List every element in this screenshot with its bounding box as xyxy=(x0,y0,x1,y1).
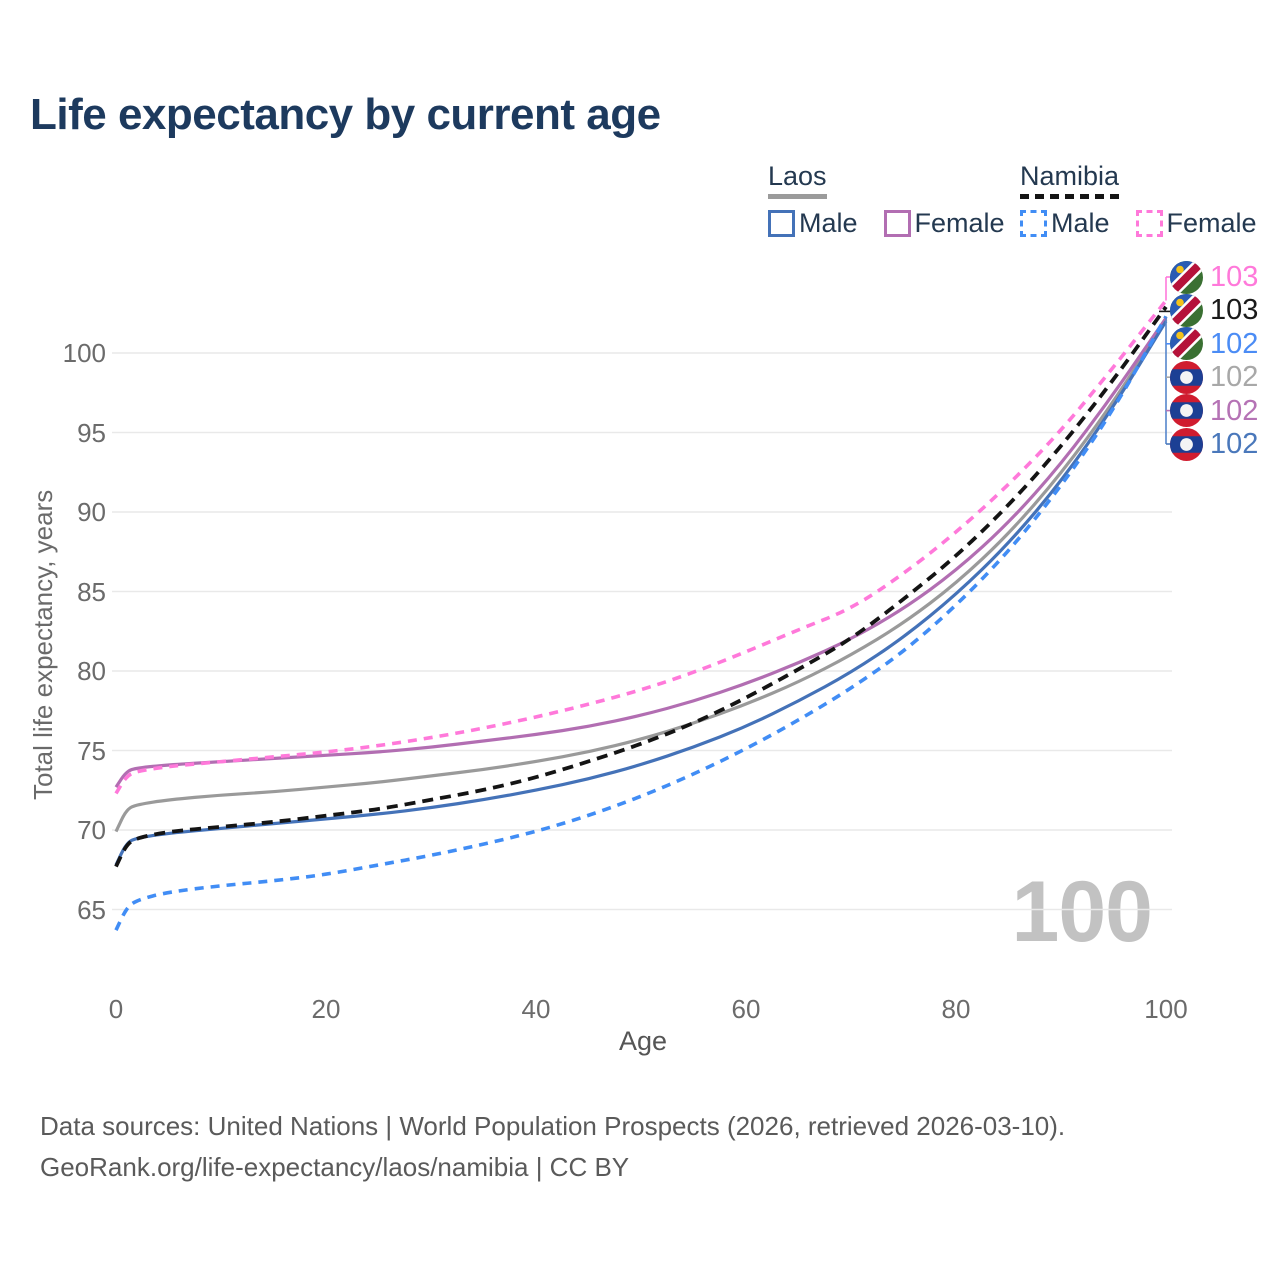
x-tick-label-40: 40 xyxy=(521,994,551,1024)
end-value: 103 xyxy=(1210,294,1259,327)
x-tick-label-20: 20 xyxy=(311,994,341,1024)
namibia-female-swatch xyxy=(1135,210,1163,237)
series-line-namibia-female[interactable] xyxy=(114,299,1168,795)
x-tick-label-60: 60 xyxy=(731,994,761,1024)
series-line-laos[interactable] xyxy=(114,318,1168,833)
y-tick-label-70: 70 xyxy=(77,815,106,845)
end-value: 103 xyxy=(1210,261,1259,293)
attribution-line: GeoRank.org/life-expectancy/laos/namibia… xyxy=(40,1152,630,1182)
end-label-row-namibia-male: 102 xyxy=(1170,327,1258,361)
page-title: Life expectancy by current age xyxy=(30,90,661,139)
y-tick-label-75: 75 xyxy=(77,735,106,766)
laos-flag-icon xyxy=(1170,361,1203,394)
y-tick-label-100: 100 xyxy=(62,338,106,368)
legend-laos-items: Male Female xyxy=(768,208,1005,239)
x-tick-label-0: 0 xyxy=(108,994,124,1024)
gridlines xyxy=(112,352,1172,911)
end-label-row-laos-female: 102 xyxy=(1170,394,1258,428)
end-label-row-namibia-female: 103 xyxy=(1170,260,1258,294)
series-line-namibia-male[interactable] xyxy=(114,315,1168,931)
laos-flag-icon xyxy=(1170,394,1203,427)
end-value: 102 xyxy=(1210,428,1259,460)
series-line-namibia[interactable] xyxy=(114,305,1168,868)
legend-laos-title[interactable]: Laos xyxy=(768,161,827,199)
laos-solid-line-swatch xyxy=(768,194,827,199)
y-tick-label-90: 90 xyxy=(77,497,106,527)
footer: Data sources: United Nations | World Pop… xyxy=(40,1106,1065,1188)
legend-namibia-female[interactable]: Female xyxy=(1135,208,1257,239)
y-tick-label-85: 85 xyxy=(77,576,106,607)
legend-laos-female[interactable]: Female xyxy=(883,208,1005,239)
age-watermark: 100 xyxy=(1011,864,1154,960)
x-tick-label-80: 80 xyxy=(941,994,971,1024)
legend-namibia-male[interactable]: Male xyxy=(1020,208,1110,239)
y-tick-label-65: 65 xyxy=(77,894,106,925)
end-value: 102 xyxy=(1210,361,1259,394)
x-axis-title: Age xyxy=(618,1026,668,1056)
namibia-flag-icon xyxy=(1170,261,1203,294)
laos-flag-icon xyxy=(1170,428,1203,461)
end-label-row-namibia: 103 xyxy=(1170,293,1258,327)
data-source-line: Data sources: United Nations | World Pop… xyxy=(40,1111,1066,1141)
namibia-flag-icon xyxy=(1170,327,1203,360)
legend-namibia-female-label: Female xyxy=(1166,208,1257,238)
laos-female-swatch xyxy=(883,210,911,237)
y-axis-title: Total life expectancy, years xyxy=(28,489,58,801)
namibia-male-swatch xyxy=(1020,210,1047,237)
end-label-row-laos: 102 xyxy=(1170,360,1258,394)
end-value: 102 xyxy=(1210,394,1259,427)
x-tick-label-100: 100 xyxy=(1144,994,1188,1024)
legend-laos-male[interactable]: Male xyxy=(768,208,858,239)
end-value: 102 xyxy=(1210,327,1259,360)
namibia-flag-icon xyxy=(1170,294,1203,327)
y-tick-label-80: 80 xyxy=(77,656,106,686)
namibia-dashed-line-swatch xyxy=(1020,194,1120,199)
legend-laos-female-label: Female xyxy=(914,208,1005,238)
end-label-row-laos-male: 102 xyxy=(1170,427,1258,461)
series-lines xyxy=(114,299,1168,931)
legend-group-namibia: Namibia Male Female xyxy=(1020,161,1257,239)
y-tick-label-95: 95 xyxy=(77,417,106,448)
series-line-laos-male[interactable] xyxy=(114,320,1168,866)
legend-laos-male-label: Male xyxy=(799,208,858,238)
series-line-laos-female[interactable] xyxy=(114,317,1168,788)
laos-male-swatch xyxy=(768,210,795,237)
legend-namibia-title-label: Namibia xyxy=(1020,161,1120,191)
legend-namibia-male-label: Male xyxy=(1051,208,1110,238)
legend-group-laos: Laos Male Female xyxy=(768,161,1005,239)
legend-namibia-items: Male Female xyxy=(1020,208,1257,239)
legend-namibia-title[interactable]: Namibia xyxy=(1020,161,1120,199)
legend-laos-title-label: Laos xyxy=(768,161,827,191)
